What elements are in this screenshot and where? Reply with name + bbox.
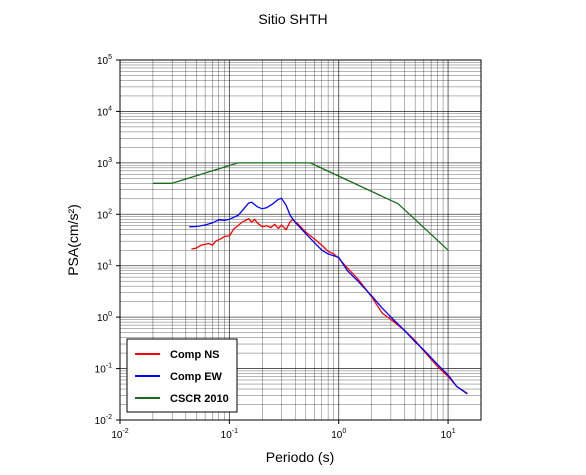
y-tick-label: 101 bbox=[97, 260, 112, 273]
legend-label: Comp NS bbox=[170, 349, 220, 361]
series-line-comp-ns bbox=[191, 218, 468, 394]
y-tick-label: 10-2 bbox=[95, 414, 112, 427]
data-series bbox=[152, 162, 468, 395]
x-axis-label: Periodo (s) bbox=[266, 449, 334, 465]
y-axis-label: PSA(cm/s²) bbox=[65, 204, 81, 276]
y-tick-label: 104 bbox=[97, 105, 112, 118]
chart-title: Sitio SHTH bbox=[258, 11, 327, 27]
axis-ticks: 10-2 10-1 100 101 10-2 10-1 100 101 102 103 104 105 bbox=[95, 54, 456, 441]
x-tick-label: 10-1 bbox=[221, 428, 238, 441]
series-line-cscr-2010 bbox=[152, 162, 449, 251]
plot-frame bbox=[119, 59, 482, 421]
legend-label: CSCR 2010 bbox=[170, 393, 229, 405]
x-tick-label: 101 bbox=[441, 428, 456, 441]
y-tick-label: 10-1 bbox=[95, 363, 112, 376]
legend: Comp NS Comp EW CSCR 2010 bbox=[126, 338, 238, 413]
y-tick-label: 105 bbox=[97, 54, 112, 67]
y-tick-label: 103 bbox=[97, 157, 112, 170]
legend-label: Comp EW bbox=[170, 371, 223, 383]
series-line-comp-ew bbox=[189, 197, 468, 395]
x-tick-label: 10-2 bbox=[111, 428, 128, 441]
x-tick-label: 100 bbox=[331, 428, 346, 441]
y-tick-label: 102 bbox=[97, 208, 112, 221]
y-tick-label: 100 bbox=[97, 311, 112, 324]
